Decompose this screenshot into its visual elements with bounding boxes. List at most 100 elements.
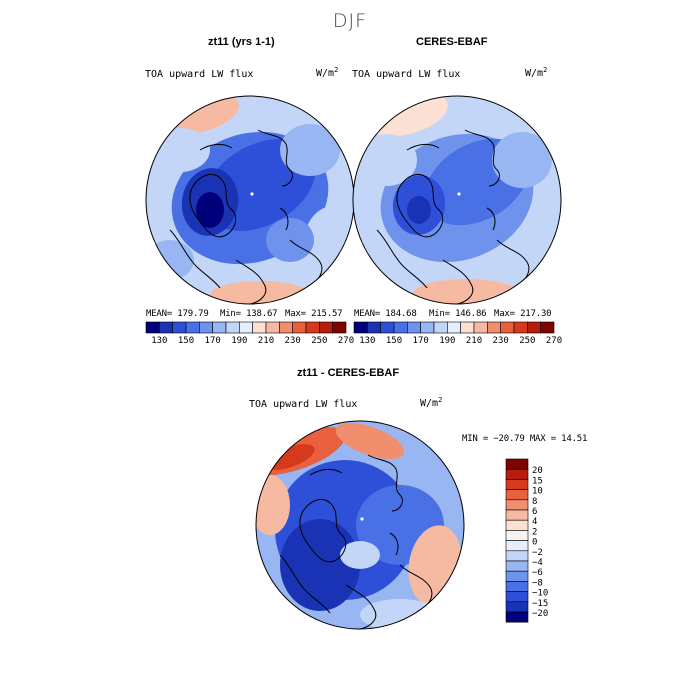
left-colorbar-swatch [172, 321, 187, 334]
right-colorbar-swatch [353, 321, 368, 334]
right-map-coastline [396, 173, 444, 238]
diff-colorbar-swatch [505, 560, 529, 572]
left-colorbar-tick-label: 210 [258, 336, 274, 346]
diff-colorbar-swatch [505, 550, 529, 562]
left-map-coastline [169, 229, 221, 289]
right-colorbar-swatch [527, 321, 541, 334]
right-colorbar-swatch [407, 321, 421, 334]
left-map-coastline [199, 143, 233, 151]
right-map-pole-marker [457, 192, 461, 196]
diff-polar-map [255, 420, 465, 630]
left-map-coastline [235, 259, 267, 304]
left-colorbar-swatch [279, 321, 293, 334]
left-colorbar-swatch [332, 321, 347, 334]
right-map-field-region [412, 279, 522, 304]
left-mean-stat: MEAN= 179.79 [146, 309, 209, 319]
left-colorbar: 130 150 170 190 210 230 250 270 [145, 321, 354, 346]
left-colorbar-swatch [145, 321, 160, 334]
diff-colorbar-swatch [505, 499, 529, 511]
right-map-coastline [464, 129, 500, 187]
diff-colorbar-tick-label: 8 [532, 497, 537, 507]
diff-colorbar-swatch [505, 509, 529, 521]
diff-map-field [256, 421, 464, 629]
right-colorbar-swatch [473, 321, 488, 334]
diff-colorbar-swatch [505, 601, 529, 613]
diff-map-field-region [280, 519, 360, 611]
left-polar-map [145, 95, 355, 305]
right-panel-title: CERES-EBAF [416, 36, 488, 48]
right-map-coastline [486, 207, 496, 231]
left-min-stat: Min= 138.67 [220, 309, 278, 319]
diff-colorbar-tick-label: −20 [532, 609, 548, 619]
diff-colorbar-tick-label: 10 [532, 487, 543, 497]
left-colorbar-swatch [199, 321, 213, 334]
right-map-field [353, 96, 561, 304]
left-map-coastline [279, 207, 289, 231]
figure-title: DJF [332, 10, 368, 32]
right-colorbar-swatch [447, 321, 461, 334]
diff-colorbar-tick-label: 4 [532, 517, 537, 527]
diff-variable-label: TOA upward LW flux [249, 399, 358, 410]
left-map-field-region [280, 124, 340, 176]
right-mean-stat: MEAN= 184.68 [354, 309, 417, 319]
diff-map-coastline [345, 584, 377, 629]
left-map-field [146, 96, 354, 304]
right-colorbar-swatch [487, 321, 501, 334]
right-map-coastline [406, 143, 440, 151]
diff-colorbar-swatch [505, 458, 529, 470]
left-colorbar-swatch [225, 321, 240, 334]
right-colorbar-swatch [500, 321, 515, 334]
diff-colorbar-tick-label: −10 [532, 589, 548, 599]
right-colorbar-swatch [380, 321, 395, 334]
left-colorbar-tick-label: 190 [231, 336, 247, 346]
right-units-label: W/m2 [525, 66, 548, 79]
left-map-field-region [146, 240, 194, 280]
diff-map-field-region [265, 444, 315, 470]
diff-colorbar-tick-label: 20 [532, 466, 543, 476]
diff-map-coastline [389, 532, 399, 556]
left-colorbar-swatch [159, 321, 173, 334]
right-colorbar-tick-label: 230 [493, 336, 509, 346]
diff-colorbar-tick-label: −4 [532, 558, 543, 568]
diff-map-map-border [255, 420, 465, 630]
diff-colorbar-swatch [505, 591, 529, 603]
left-map-field-region [210, 281, 310, 304]
diff-map-coastline [279, 554, 331, 614]
left-colorbar-swatch [239, 321, 253, 334]
left-map-coastline [189, 173, 237, 238]
diff-colorbar-tick-label: 15 [532, 476, 543, 486]
right-map-coastline [376, 229, 428, 289]
right-colorbar-tick-label: 150 [386, 336, 402, 346]
left-map-field-region [196, 192, 224, 228]
right-colorbar-tick-label: 130 [359, 336, 375, 346]
left-units-label: W/m2 [316, 66, 339, 79]
right-colorbar-tick-label: 170 [413, 336, 429, 346]
left-colorbar-tick-label: 270 [338, 336, 354, 346]
right-map-coastline [442, 259, 474, 304]
diff-colorbar-tick-label: −2 [532, 548, 543, 558]
right-map-field-region [407, 196, 431, 224]
diff-colorbar-tick-label: −15 [532, 599, 548, 609]
diff-colorbar-swatch [505, 519, 529, 531]
left-map-coastline [257, 129, 293, 187]
diff-colorbar-swatch [505, 581, 529, 592]
diff-minmax-stat: MIN = −20.79 MAX = 14.51 [462, 434, 588, 444]
right-colorbar-swatch [393, 321, 408, 334]
right-colorbar-swatch [460, 321, 475, 334]
left-colorbar-tick-label: 170 [205, 336, 221, 346]
right-max-stat: Max= 217.30 [494, 309, 552, 319]
diff-colorbar-tick-label: −8 [532, 578, 543, 588]
diff-map-coastline [309, 468, 343, 476]
left-colorbar-swatch [265, 321, 280, 334]
right-map-map-border [352, 95, 562, 305]
right-colorbar-swatch [513, 321, 528, 334]
diff-colorbar-tick-label: 2 [532, 527, 537, 537]
right-colorbar-tick-label: 210 [466, 336, 482, 346]
right-map-field-region [353, 240, 401, 280]
right-colorbar-swatch [367, 321, 381, 334]
right-colorbar-swatch [433, 321, 448, 334]
left-colorbar-swatch [212, 321, 227, 334]
left-colorbar-swatch [319, 321, 333, 334]
diff-colorbar-swatch [505, 570, 529, 582]
right-polar-map [352, 95, 562, 305]
